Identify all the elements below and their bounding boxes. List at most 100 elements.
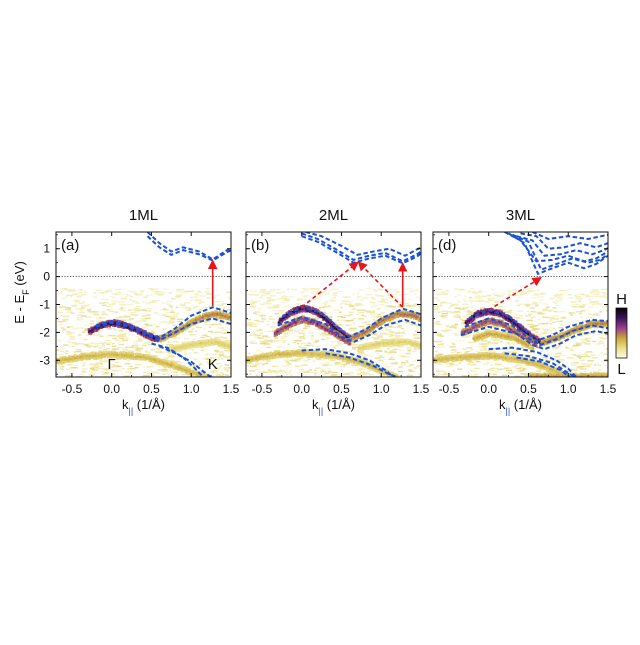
intensity-texture xyxy=(94,335,101,336)
intensity-texture xyxy=(390,326,397,327)
intensity-texture xyxy=(125,347,127,348)
y-tick-label: -1 xyxy=(39,298,50,312)
intensity-band xyxy=(206,379,208,381)
intensity-texture xyxy=(180,333,183,334)
intensity-texture xyxy=(167,342,169,343)
intensity-texture xyxy=(176,307,178,308)
intensity-texture xyxy=(249,294,254,295)
intensity-texture xyxy=(255,311,261,312)
intensity-texture xyxy=(72,305,77,306)
intensity-texture xyxy=(334,310,340,311)
intensity-texture xyxy=(251,326,258,327)
intensity-texture xyxy=(327,292,329,293)
intensity-texture xyxy=(148,288,153,289)
intensity-texture xyxy=(358,318,364,319)
intensity-texture xyxy=(362,297,369,298)
intensity-texture xyxy=(113,301,119,302)
intensity-texture xyxy=(377,336,383,337)
intensity-texture xyxy=(100,363,103,364)
intensity-texture xyxy=(135,349,142,350)
intensity-texture xyxy=(220,375,224,376)
intensity-texture xyxy=(110,309,113,310)
intensity-texture xyxy=(223,308,225,309)
intensity-texture xyxy=(348,372,354,373)
intensity-texture xyxy=(107,289,113,290)
intensity-texture xyxy=(326,338,329,339)
intensity-band xyxy=(208,312,210,314)
intensity-texture xyxy=(58,324,63,325)
intensity-texture xyxy=(77,317,83,318)
intensity-texture xyxy=(222,303,228,304)
intensity-texture xyxy=(167,303,171,304)
intensity-texture xyxy=(97,345,100,346)
intensity-texture xyxy=(285,299,291,300)
intensity-texture xyxy=(116,347,121,348)
intensity-texture xyxy=(150,349,155,350)
intensity-texture xyxy=(171,310,174,311)
intensity-texture xyxy=(77,315,82,316)
intensity-texture xyxy=(145,303,151,304)
intensity-texture xyxy=(268,369,271,370)
intensity-texture xyxy=(383,312,385,313)
intensity-texture xyxy=(373,319,375,320)
intensity-texture xyxy=(294,365,297,366)
intensity-texture xyxy=(281,296,288,297)
intensity-texture xyxy=(122,294,128,295)
intensity-texture xyxy=(112,335,116,336)
intensity-texture xyxy=(304,375,311,376)
intensity-texture xyxy=(340,366,345,367)
intensity-texture xyxy=(290,329,293,330)
intensity-texture xyxy=(313,299,316,300)
intensity-texture xyxy=(380,304,385,305)
intensity-texture xyxy=(112,338,117,339)
intensity-texture xyxy=(58,312,63,313)
intensity-texture xyxy=(113,328,115,329)
intensity-texture xyxy=(392,358,396,359)
intensity-texture xyxy=(276,371,282,372)
intensity-texture xyxy=(325,301,328,302)
intensity-texture xyxy=(60,330,66,331)
intensity-texture xyxy=(376,318,379,319)
intensity-texture xyxy=(146,315,150,316)
intensity-texture xyxy=(71,367,78,368)
intensity-texture xyxy=(121,373,124,374)
intensity-texture xyxy=(105,291,112,292)
intensity-texture xyxy=(268,331,271,332)
intensity-texture xyxy=(380,357,385,358)
intensity-band xyxy=(312,307,314,309)
intensity-texture xyxy=(140,290,145,291)
intensity-texture xyxy=(407,288,413,289)
intensity-texture xyxy=(62,366,64,367)
intensity-texture xyxy=(119,344,125,345)
intensity-texture xyxy=(282,291,285,292)
intensity-texture xyxy=(345,296,351,297)
intensity-texture xyxy=(200,302,205,303)
intensity-texture xyxy=(333,293,338,294)
intensity-texture xyxy=(63,312,65,313)
intensity-texture xyxy=(255,335,261,336)
intensity-texture xyxy=(112,343,115,344)
intensity-texture xyxy=(74,303,76,304)
intensity-texture xyxy=(121,298,128,299)
intensity-texture xyxy=(375,295,379,296)
intensity-texture xyxy=(195,299,201,300)
intensity-texture xyxy=(407,350,410,351)
intensity-texture xyxy=(263,372,269,373)
intensity-texture xyxy=(255,314,258,315)
intensity-texture xyxy=(82,371,86,372)
intensity-texture xyxy=(76,349,82,350)
intensity-texture xyxy=(168,323,172,324)
intensity-texture xyxy=(315,339,320,340)
intensity-texture xyxy=(287,289,289,290)
intensity-texture xyxy=(278,370,282,371)
intensity-texture xyxy=(81,307,85,308)
intensity-texture xyxy=(398,371,403,372)
intensity-texture xyxy=(90,370,93,371)
intensity-texture xyxy=(377,308,380,309)
intensity-texture xyxy=(107,342,112,343)
intensity-texture xyxy=(152,328,156,329)
intensity-texture xyxy=(102,360,106,361)
intensity-texture xyxy=(130,291,136,292)
intensity-texture xyxy=(314,370,316,371)
